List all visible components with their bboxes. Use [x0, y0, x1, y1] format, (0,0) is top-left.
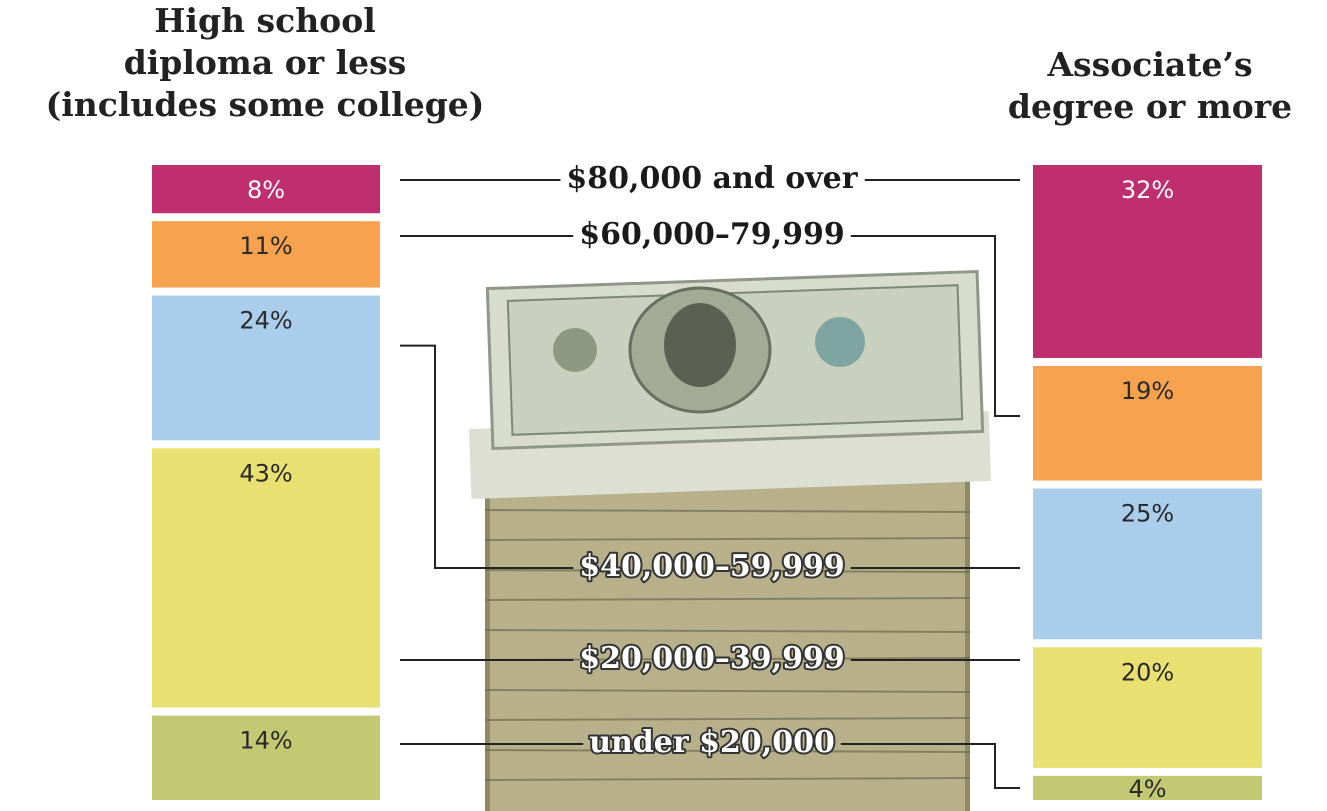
category-label: $80,000 and over	[566, 161, 858, 196]
value-label: 4%	[1128, 775, 1166, 803]
right-header: Associate’s degree or more	[1007, 45, 1293, 126]
value-label: 19%	[1121, 377, 1174, 405]
value-label: 20%	[1121, 658, 1174, 686]
connector	[850, 235, 1020, 417]
connector	[400, 344, 574, 569]
bar-segment	[152, 448, 380, 708]
bar-segment	[1033, 365, 1262, 481]
left-header: High school diploma or less (includes so…	[45, 1, 485, 124]
value-label: 43%	[239, 459, 292, 487]
bar-segment	[152, 165, 380, 214]
bar-segment	[152, 715, 380, 800]
bar-segment	[1033, 165, 1262, 358]
bar-segment	[152, 295, 380, 441]
category-label: $60,000–79,999	[579, 217, 845, 252]
category-label: $20,000–39,999	[579, 641, 845, 676]
category-label: under $20,000	[589, 725, 835, 760]
value-label: 24%	[239, 307, 292, 335]
cash-stack	[468, 269, 992, 811]
bar-segment	[152, 221, 380, 288]
value-label: 11%	[239, 232, 292, 260]
bar-segment	[1033, 488, 1262, 640]
bar-segment	[1033, 775, 1262, 800]
value-label: 14%	[239, 727, 292, 755]
connector	[840, 743, 1020, 789]
category-label: $40,000–59,999	[579, 549, 845, 584]
value-label: 8%	[247, 176, 285, 204]
value-label: 32%	[1121, 176, 1174, 204]
value-label: 25%	[1121, 500, 1174, 528]
bar-segment	[1033, 647, 1262, 768]
